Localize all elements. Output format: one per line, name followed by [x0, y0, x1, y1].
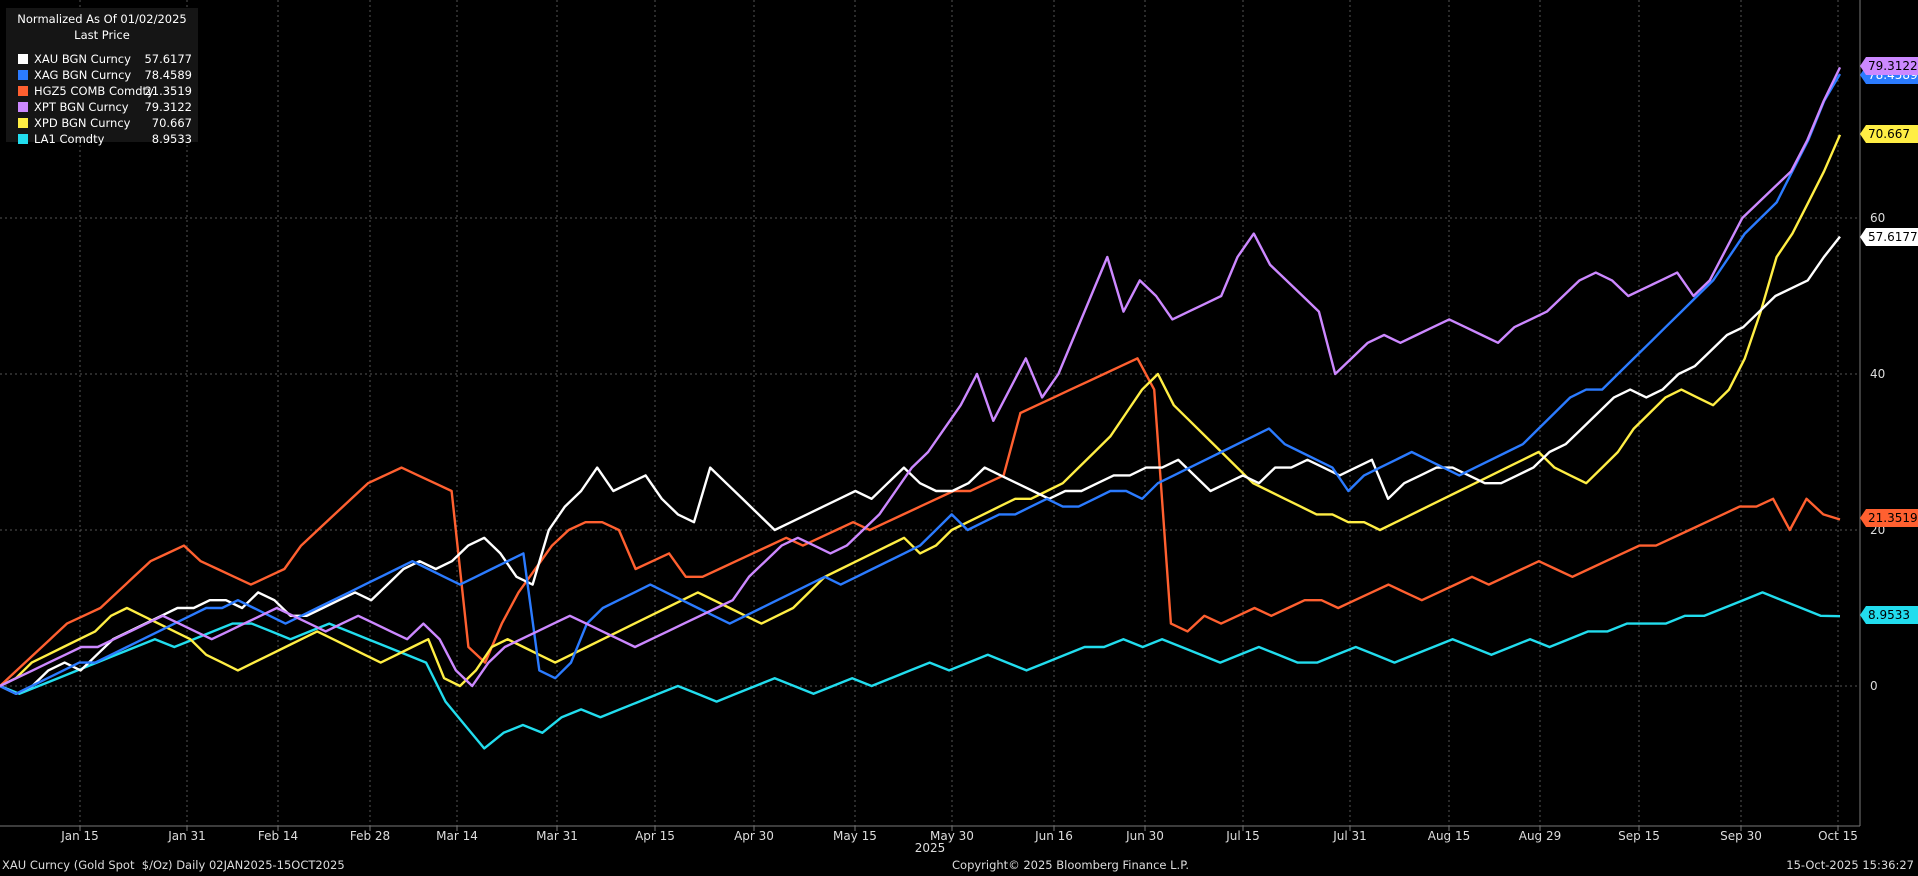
- x-tick-label: Mar 14: [436, 829, 478, 843]
- x-tick-label: Oct 15: [1818, 829, 1858, 843]
- legend-item-name: XPT BGN Curncy: [34, 100, 129, 114]
- x-tick-label: Aug 29: [1519, 829, 1562, 843]
- legend-item-name: XAG BGN Curncy: [34, 68, 132, 82]
- legend-item-name: XPD BGN Curncy: [34, 116, 131, 130]
- x-tick-label: Apr 30: [734, 829, 774, 843]
- x-tick-label: Feb 14: [258, 829, 298, 843]
- x-tick-label: Aug 15: [1428, 829, 1471, 843]
- legend: Normalized As Of 01/02/2025 Last Price X…: [6, 8, 198, 146]
- y-tick-label: 60: [1870, 211, 1885, 225]
- y-tick-label: 0: [1870, 679, 1878, 693]
- x-tick-label: Jun 16: [1034, 829, 1073, 843]
- series-line-hgz5-comb-comdty: [0, 357, 1841, 687]
- series-line-la1-comdty: [0, 591, 1841, 750]
- legend-swatch: [18, 86, 28, 96]
- last-price-tag: 21.3519: [1860, 509, 1918, 527]
- last-price-tag-bg: [1860, 606, 1918, 624]
- legend-item: XPT BGN Curncy 79.3122: [12, 100, 194, 115]
- legend-item-name: HGZ5 COMB Comdty: [34, 84, 154, 98]
- y-tick-label: 40: [1870, 367, 1885, 381]
- last-price-tag-bg: [1860, 509, 1918, 527]
- last-price-tag: 8.9533: [1860, 606, 1918, 624]
- x-tick-label: Jul 15: [1225, 829, 1260, 843]
- last-price-tag: 70.667: [1860, 125, 1918, 143]
- legend-item-name: XAU BGN Curncy: [34, 52, 131, 66]
- x-tick-label: Jan 31: [167, 829, 206, 843]
- footer-timestamp: 15-Oct-2025 15:36:27: [1786, 858, 1914, 872]
- legend-item-value: 8.9533: [151, 132, 192, 146]
- series-line-xpd-bgn-curncy: [0, 134, 1842, 688]
- last-price-tag: 79.3122: [1860, 57, 1918, 75]
- legend-swatch: [18, 134, 28, 144]
- legend-item: XPD BGN Curncy 70.667: [12, 116, 194, 131]
- legend-swatch: [18, 54, 28, 64]
- footer-chart-info: XAU Curncy (Gold Spot $/Oz) Daily 02JAN2…: [2, 858, 345, 872]
- legend-swatch: [18, 102, 28, 112]
- last-price-tag-bg: [1860, 125, 1918, 143]
- chart-axes: Jan 15 Jan 31 Feb 14 Feb 28 Mar 14 Mar 31 Apr …: [0, 0, 1885, 843]
- last-price-tag-label: 70.667: [1868, 127, 1910, 141]
- last-price-tag-bg: [1860, 228, 1918, 246]
- legend-item-value: 79.3122: [144, 100, 192, 114]
- series-line-xag-bgn-curncy: [0, 73, 1842, 695]
- last-price-tag-label: 21.3519: [1868, 511, 1918, 525]
- legend-item: HGZ5 COMB Comdty 21.3519: [12, 84, 194, 99]
- chart-grid: [0, 0, 1860, 826]
- legend-subheader: Last Price: [74, 28, 130, 42]
- legend-item: LA1 Comdty 8.9533: [12, 132, 194, 147]
- legend-item-name: LA1 Comdty: [34, 132, 105, 146]
- series-line-xau-bgn-curncy: [0, 235, 1841, 695]
- legend-item: XAG BGN Curncy 78.4589: [12, 68, 194, 83]
- last-price-tag-label: 8.9533: [1868, 608, 1910, 622]
- x-tick-label: Jun 30: [1125, 829, 1164, 843]
- legend-item: XAU BGN Curncy 57.6177: [12, 52, 194, 67]
- legend-swatch: [18, 118, 28, 128]
- footer-copyright: Copyright© 2025 Bloomberg Finance L.P.: [952, 858, 1189, 872]
- legend-item-value: 21.3519: [144, 84, 192, 98]
- x-tick-label: Mar 31: [536, 829, 578, 843]
- last-price-tag-label: 79.3122: [1868, 59, 1918, 73]
- x-tick-label: Jan 15: [60, 829, 99, 843]
- x-tick-label: Apr 15: [635, 829, 675, 843]
- chart-series: [0, 66, 1842, 750]
- legend-item-value: 70.667: [151, 116, 192, 130]
- series-line-xpt-bgn-curncy: [0, 66, 1842, 688]
- legend-header: Normalized As Of 01/02/2025: [17, 12, 187, 26]
- legend-item-value: 57.6177: [144, 52, 192, 66]
- x-tick-label: Sep 30: [1720, 829, 1762, 843]
- x-tick-label: Feb 28: [350, 829, 390, 843]
- last-price-tag-label: 57.6177: [1868, 230, 1918, 244]
- last-price-tag: 57.6177: [1860, 228, 1918, 246]
- x-year-label: 2025: [915, 841, 946, 855]
- x-tick-label: Sep 15: [1618, 829, 1660, 843]
- x-tick-label: May 15: [833, 829, 877, 843]
- last-price-tag-bg: [1860, 57, 1918, 75]
- x-tick-label: Jul 31: [1332, 829, 1367, 843]
- legend-item-value: 78.4589: [144, 68, 192, 82]
- x-tick-label: May 30: [930, 829, 974, 843]
- legend-swatch: [18, 70, 28, 80]
